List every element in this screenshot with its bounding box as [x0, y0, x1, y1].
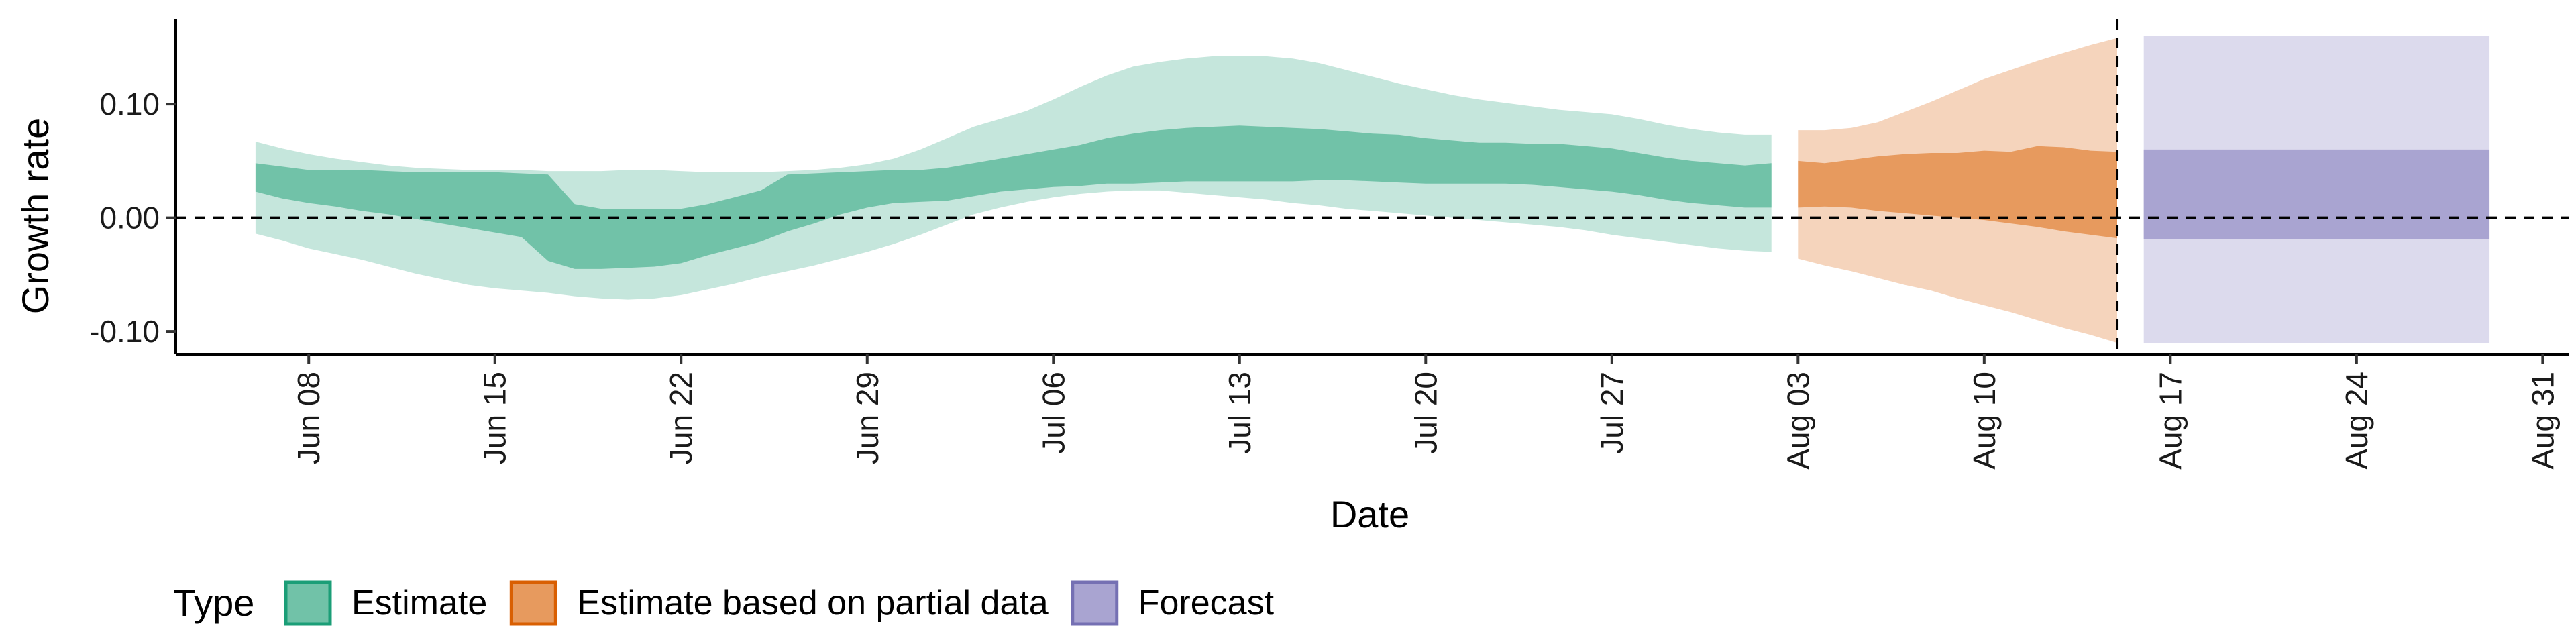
legend-key-forecast	[1071, 580, 1119, 626]
x-tick-label: Jun 22	[663, 372, 698, 464]
legend-title: Type	[173, 582, 254, 624]
x-tick-label: Jun 29	[850, 372, 885, 464]
x-tick-label: Jun 08	[291, 372, 326, 464]
y-axis-title: Growth rate	[14, 118, 56, 315]
legend-key-estimate	[284, 580, 332, 626]
y-tick-label: -0.10	[89, 314, 160, 349]
legend-label: Estimate	[352, 584, 487, 623]
forecast-inner-band	[2143, 149, 2490, 239]
x-tick-label: Aug 24	[2339, 372, 2374, 470]
y-tick-label: 0.10	[99, 87, 160, 121]
legend: Type Estimate Estimate based on partial d…	[173, 580, 1275, 626]
x-tick-label: Jul 13	[1222, 372, 1257, 454]
x-axis-title: Date	[1330, 493, 1409, 535]
x-tick-label: Jul 06	[1036, 372, 1071, 454]
reference-lines	[176, 19, 2569, 354]
x-tick-label: Jul 27	[1595, 372, 1629, 454]
x-tick-label: Aug 03	[1780, 372, 1815, 470]
tick-layer: -0.10 0.00 0.10 Jun 08 Jun 15 Jun 22 Jun 29 Jul…	[89, 87, 2560, 470]
band-layer	[255, 36, 2490, 343]
y-tick-label: 0.00	[99, 201, 160, 235]
legend-key-partial-estimate	[509, 580, 557, 626]
estimate-inner-band	[255, 125, 1772, 269]
legend-label: Forecast	[1138, 584, 1275, 623]
legend-label: Estimate based on partial data	[577, 584, 1049, 623]
x-tick-label: Aug 10	[1967, 372, 2002, 470]
x-tick-label: Jul 20	[1408, 372, 1443, 454]
partial-estimate-inner-band	[1798, 146, 2117, 239]
x-tick-label: Aug 17	[2153, 372, 2188, 470]
x-tick-label: Aug 31	[2525, 372, 2560, 470]
x-tick-label: Jun 15	[478, 372, 513, 464]
